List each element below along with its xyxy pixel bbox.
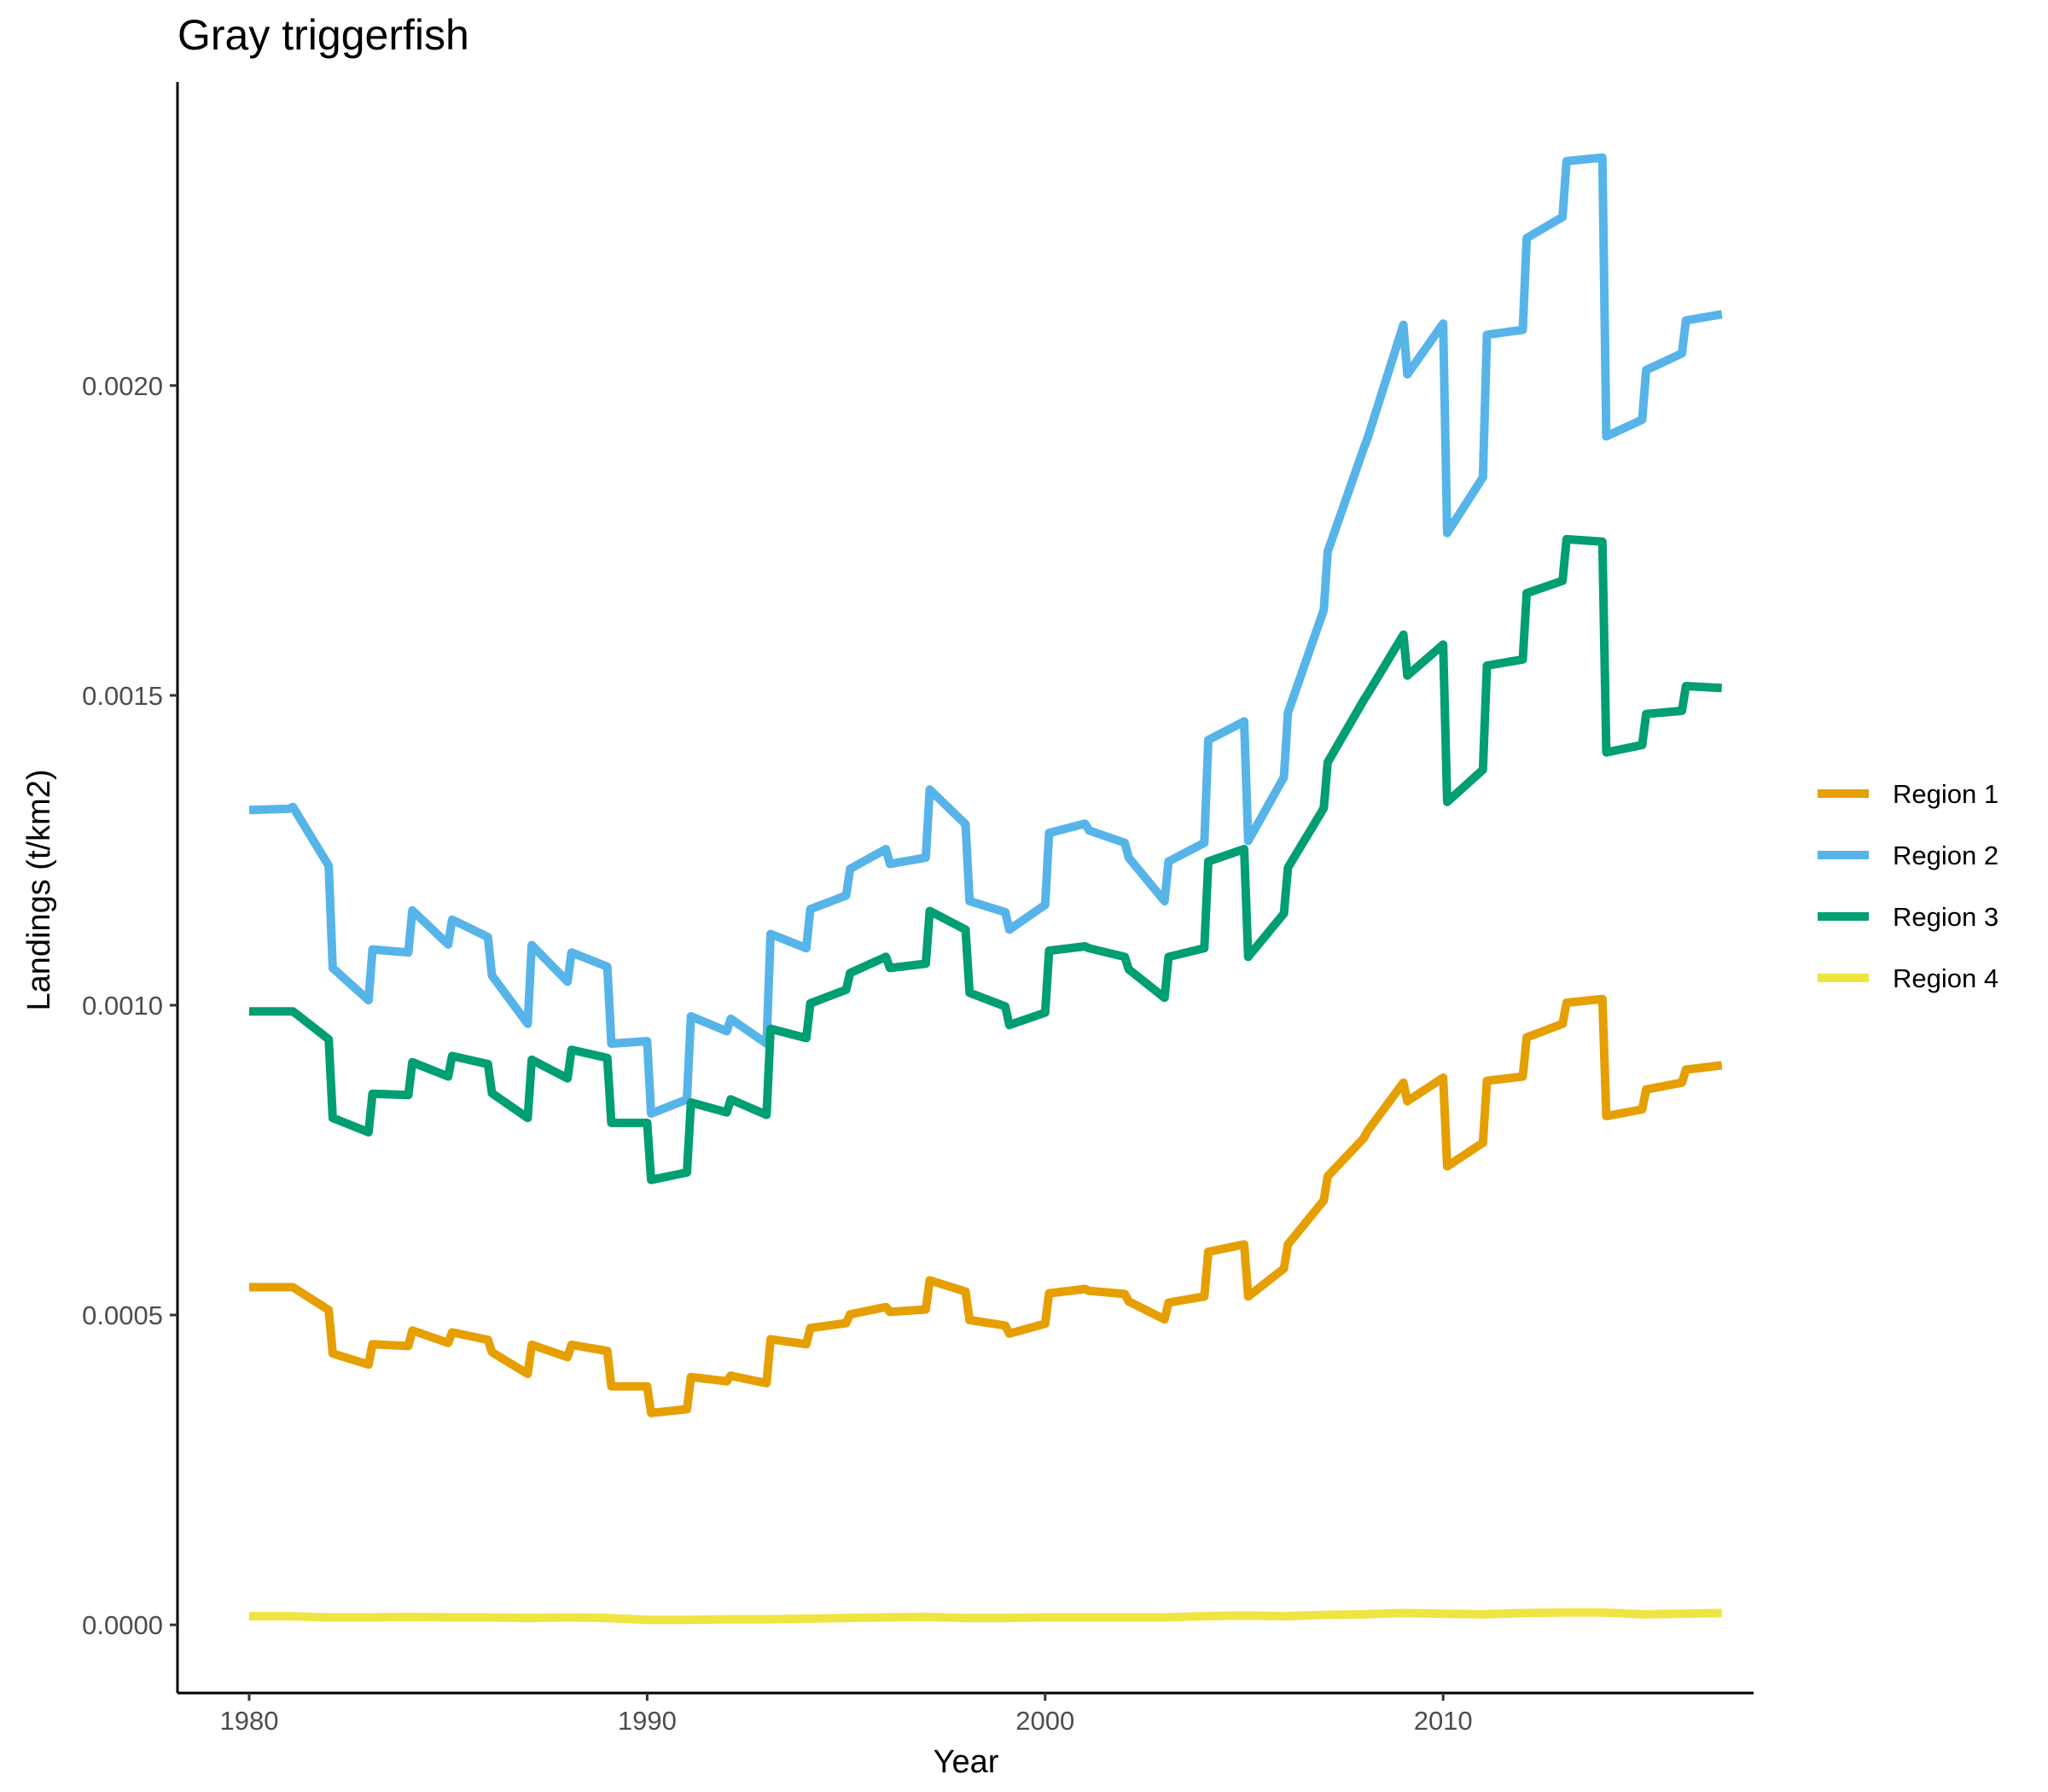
series-line-region-3: [249, 534, 1722, 1184]
legend-label-region-4: Region 4: [1893, 963, 1999, 993]
y-tick-label: 0.0020: [82, 371, 163, 401]
legend-label-region-1: Region 1: [1893, 779, 1999, 809]
x-tick-label: 2000: [1015, 1706, 1074, 1736]
plot-area: [248, 153, 1723, 1625]
y-axis-title: Landings (t/km2): [21, 769, 57, 1010]
x-tick-label: 1990: [618, 1706, 677, 1736]
y-tick-label: 0.0010: [82, 991, 163, 1021]
x-tick-label: 2010: [1414, 1706, 1473, 1736]
series-line-region-1: [249, 994, 1723, 1417]
axes: 0.0000 0.0005 0.0010 0.0015 0.0020 1980 1990 20…: [82, 82, 1754, 1736]
legend-label-region-2: Region 2: [1893, 841, 1999, 870]
y-tick-label: 0.0000: [82, 1610, 163, 1640]
x-axis-title: Year: [934, 1744, 999, 1780]
y-tick-label: 0.0005: [82, 1300, 163, 1330]
y-tick-label: 0.0015: [82, 681, 163, 711]
legend-label-region-3: Region 3: [1893, 902, 1999, 932]
x-tick-label: 1980: [219, 1706, 278, 1736]
legend: Region 1 Region 2 Region 3 Region 4: [1818, 779, 1999, 993]
series-line-region-4: [249, 1608, 1722, 1625]
series-line-region-2: [248, 153, 1723, 1118]
chart-title: Gray triggerfish: [177, 11, 469, 59]
